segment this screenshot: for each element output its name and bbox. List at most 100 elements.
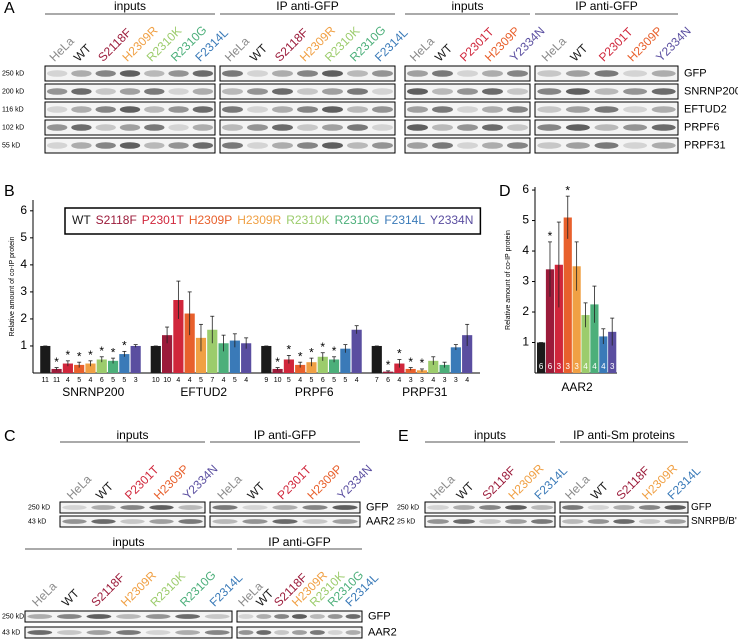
n-label: 4 xyxy=(465,377,469,384)
blot-band xyxy=(71,88,92,95)
blot-strip xyxy=(59,515,206,528)
blot-band xyxy=(565,124,590,131)
n-label: 4 xyxy=(66,377,70,384)
n-label: 4 xyxy=(397,377,401,384)
blot-band xyxy=(347,88,368,95)
panel-letter: C xyxy=(4,428,16,445)
n-label: 6 xyxy=(548,362,553,371)
blot-band xyxy=(587,505,610,510)
y-tick-label: 6 xyxy=(20,203,27,217)
n-label: 4 xyxy=(244,377,248,384)
size-marker: 250 kD xyxy=(397,504,419,511)
blot-band xyxy=(613,505,635,510)
n-label: 5 xyxy=(199,377,203,384)
blot-band xyxy=(651,142,676,149)
blot-band xyxy=(292,614,307,619)
blot-band xyxy=(222,70,243,77)
blot-band xyxy=(507,70,528,77)
bar xyxy=(261,345,272,373)
blot-strip xyxy=(404,137,531,154)
blot-band xyxy=(327,614,343,619)
blot-band xyxy=(192,124,214,131)
bar xyxy=(608,331,617,373)
significance-mark: * xyxy=(332,344,337,358)
blot-band xyxy=(347,124,368,131)
size-marker: 250 kD xyxy=(2,70,24,77)
lane-label: HeLa xyxy=(64,472,94,502)
bar xyxy=(162,335,173,373)
blot-band xyxy=(453,519,475,524)
blot-strip xyxy=(219,119,396,136)
y-tick-label: 5 xyxy=(20,230,27,244)
blot-band xyxy=(457,70,478,77)
blot-band xyxy=(144,106,165,113)
size-marker: 25 kD xyxy=(397,518,415,525)
bar xyxy=(150,345,161,373)
blot-band xyxy=(372,70,393,77)
y-tick-label: 3 xyxy=(20,284,27,298)
blot-header: IP anti-GFP xyxy=(254,428,316,442)
blot-band xyxy=(86,630,112,635)
bar xyxy=(173,300,184,373)
blot-band xyxy=(565,142,590,149)
blot-band xyxy=(537,88,562,95)
significance-mark: * xyxy=(548,229,553,243)
bar xyxy=(351,329,362,373)
blot-band xyxy=(292,630,307,635)
blot-band xyxy=(623,124,648,131)
protein-label: PRPF31 xyxy=(684,139,726,151)
blot-band xyxy=(247,142,268,149)
bar xyxy=(439,364,450,373)
blot-band xyxy=(119,88,141,95)
blot-band xyxy=(345,630,361,635)
blot-band xyxy=(272,70,293,77)
n-label: 4 xyxy=(188,377,192,384)
blot-strip xyxy=(236,626,363,639)
bar xyxy=(107,360,119,373)
bar xyxy=(40,345,51,373)
blot-band xyxy=(322,124,343,131)
blot-band xyxy=(537,70,562,77)
blot-band xyxy=(505,519,527,524)
blot-strip xyxy=(404,83,531,100)
protein-label: SNRNP200 xyxy=(684,85,738,97)
bar xyxy=(306,362,317,373)
blot-band xyxy=(432,124,453,131)
blot-band xyxy=(272,88,293,95)
blot-band xyxy=(432,142,453,149)
n-label: 4 xyxy=(176,377,180,384)
bar xyxy=(119,354,130,373)
blot-band xyxy=(27,614,53,619)
n-label: 4 xyxy=(298,377,302,384)
blot-band xyxy=(95,106,116,113)
blot-band xyxy=(145,614,171,619)
blot-band xyxy=(594,142,619,149)
legend-entry: H2309R xyxy=(237,213,281,227)
blot-band xyxy=(274,614,290,619)
blot-band xyxy=(372,88,393,95)
blot-band xyxy=(46,124,68,131)
protein-label: GFP xyxy=(691,502,712,513)
n-label: 3 xyxy=(557,362,562,371)
blot-band xyxy=(175,630,201,635)
n-label: 5 xyxy=(111,377,115,384)
blot-band xyxy=(71,70,92,77)
protein-label: GFP xyxy=(368,610,391,622)
lane-label: HeLa xyxy=(47,34,77,64)
blot-band xyxy=(664,519,686,524)
blot-header: IP anti-Sm proteins xyxy=(573,428,675,442)
blot-strip xyxy=(534,83,679,100)
n-label: 3 xyxy=(574,362,579,371)
bar xyxy=(74,364,85,373)
blot-strip xyxy=(404,65,531,82)
blot-header: IP anti-GFP xyxy=(268,535,330,549)
blot-band xyxy=(62,519,87,524)
bar xyxy=(371,345,382,373)
blot-band xyxy=(272,505,298,510)
blot-band xyxy=(272,124,293,131)
legend-entry: WT xyxy=(72,213,91,227)
significance-mark: * xyxy=(298,349,303,363)
n-label: 10 xyxy=(274,377,282,384)
y-tick-label: 4 xyxy=(20,257,27,271)
protein-label: GFP xyxy=(684,67,707,79)
